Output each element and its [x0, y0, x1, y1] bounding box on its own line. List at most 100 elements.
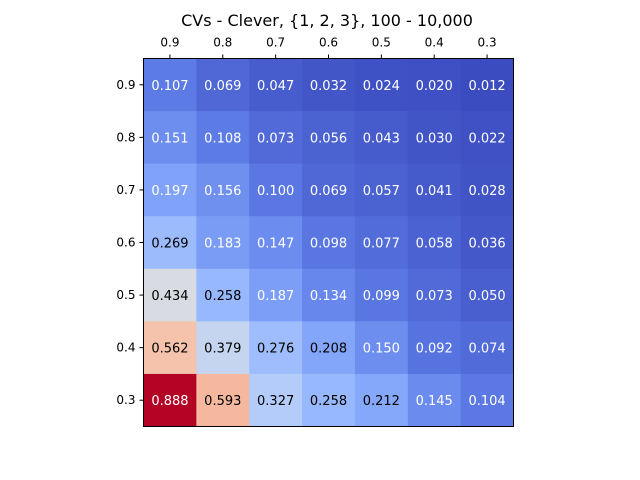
heatmap-cell: [460, 163, 514, 217]
y-tick-label: 0.8: [116, 130, 135, 144]
cell-value-label: 0.145: [416, 394, 453, 409]
x-tick-label: 0.7: [266, 36, 285, 50]
cell-value-label: 0.098: [310, 237, 347, 252]
heatmap-cell: [196, 321, 250, 375]
heatmap-cell: [354, 163, 409, 217]
cell-value-label: 0.073: [416, 289, 453, 304]
cell-value-label: 0.888: [151, 394, 188, 409]
x-tick-label: 0.8: [213, 36, 232, 50]
cell-value-label: 0.258: [204, 289, 241, 304]
heatmap-cell: [249, 321, 303, 375]
heatmap-cell: [354, 373, 409, 427]
heatmap-cell: [196, 58, 250, 112]
heatmap-cell: [460, 58, 514, 112]
chart-title: CVs - Clever, {1, 2, 3}, 100 - 10,000: [181, 11, 473, 30]
heatmap-cell: [354, 58, 409, 112]
cell-value-label: 0.147: [257, 237, 294, 252]
cell-value-label: 0.073: [257, 131, 294, 146]
heatmap-cell-labels: 0.107 0.069 0.047 0.032 0.024 0.020 0.012 0.151…: [151, 79, 505, 409]
cell-value-label: 0.434: [151, 289, 188, 304]
cell-value-label: 0.077: [363, 237, 400, 252]
heatmap-cell: [196, 216, 250, 270]
cell-value-label: 0.024: [363, 79, 400, 94]
y-tick-label: 0.5: [116, 288, 135, 302]
cell-value-label: 0.099: [363, 289, 400, 304]
cell-value-label: 0.183: [204, 237, 241, 252]
cell-value-label: 0.151: [151, 131, 188, 146]
heatmap-cell: [354, 216, 409, 270]
cell-value-label: 0.100: [257, 184, 294, 199]
heatmap-cell: [249, 58, 303, 112]
x-axis-ticks: 0.9 0.8 0.7 0.6 0.5 0.4 0.3: [160, 36, 497, 59]
y-tick-label: 0.3: [116, 393, 135, 407]
heatmap-cell: [302, 216, 356, 270]
plot-frame: [143, 58, 514, 427]
cell-value-label: 0.107: [151, 79, 188, 94]
heatmap-cell: [407, 321, 462, 375]
cell-value-label: 0.032: [310, 79, 347, 94]
cell-value-label: 0.030: [416, 131, 453, 146]
cell-value-label: 0.134: [310, 289, 347, 304]
heatmap-cell: [460, 268, 514, 322]
heatmap-cell: [196, 373, 250, 427]
heatmap-cell: [460, 373, 514, 427]
cell-value-label: 0.269: [151, 237, 188, 252]
cell-value-label: 0.187: [257, 289, 294, 304]
cell-value-label: 0.074: [468, 342, 505, 357]
heatmap-cell: [460, 111, 514, 165]
heatmap-cell: [143, 58, 197, 112]
cell-value-label: 0.276: [257, 342, 294, 357]
heatmap-cell: [249, 268, 303, 322]
cell-value-label: 0.043: [363, 131, 400, 146]
cell-value-label: 0.036: [468, 237, 505, 252]
x-tick-label: 0.3: [478, 36, 497, 50]
heatmap-cell: [407, 58, 462, 112]
y-tick-label: 0.9: [116, 78, 135, 92]
cell-value-label: 0.150: [363, 342, 400, 357]
y-axis-ticks: 0.9 0.8 0.7 0.6 0.5 0.4 0.3: [116, 78, 144, 407]
heatmap-cell: [302, 163, 356, 217]
heatmap-cell: [143, 163, 197, 217]
heatmap-cell: [302, 373, 356, 427]
heatmap-cell: [460, 321, 514, 375]
heatmap-cell: [249, 216, 303, 270]
y-tick-label: 0.6: [116, 236, 135, 250]
cell-value-label: 0.058: [416, 237, 453, 252]
heatmap-cell: [407, 373, 462, 427]
cell-value-label: 0.379: [204, 342, 241, 357]
cell-value-label: 0.212: [363, 394, 400, 409]
heatmap-cell: [143, 373, 197, 427]
heatmap-cell: [143, 111, 197, 165]
heatmap-cell: [460, 216, 514, 270]
heatmap-cell: [196, 163, 250, 217]
x-tick-label: 0.5: [372, 36, 391, 50]
cell-value-label: 0.057: [363, 184, 400, 199]
x-tick-label: 0.4: [425, 36, 444, 50]
cell-value-label: 0.022: [468, 131, 505, 146]
heatmap-cell: [302, 268, 356, 322]
cell-value-label: 0.047: [257, 79, 294, 94]
y-tick-label: 0.7: [116, 183, 135, 197]
y-tick-label: 0.4: [116, 341, 135, 355]
x-tick-label: 0.6: [319, 36, 338, 50]
cell-value-label: 0.562: [151, 342, 188, 357]
heatmap-cell: [143, 268, 197, 322]
heatmap-cell: [249, 163, 303, 217]
cell-value-label: 0.108: [204, 131, 241, 146]
cell-value-label: 0.092: [416, 342, 453, 357]
heatmap-cell: [407, 268, 462, 322]
cell-value-label: 0.020: [416, 79, 453, 94]
heatmap-cell: [354, 111, 409, 165]
heatmap-cell: [196, 268, 250, 322]
cell-value-label: 0.028: [468, 184, 505, 199]
cell-value-label: 0.208: [310, 342, 347, 357]
cell-value-label: 0.012: [468, 79, 505, 94]
heatmap-cell: [354, 321, 409, 375]
heatmap-cell: [143, 216, 197, 270]
cell-value-label: 0.327: [257, 394, 294, 409]
cell-value-label: 0.197: [151, 184, 188, 199]
heatmap-cell: [302, 321, 356, 375]
heatmap-cell: [143, 321, 197, 375]
cell-value-label: 0.258: [310, 394, 347, 409]
